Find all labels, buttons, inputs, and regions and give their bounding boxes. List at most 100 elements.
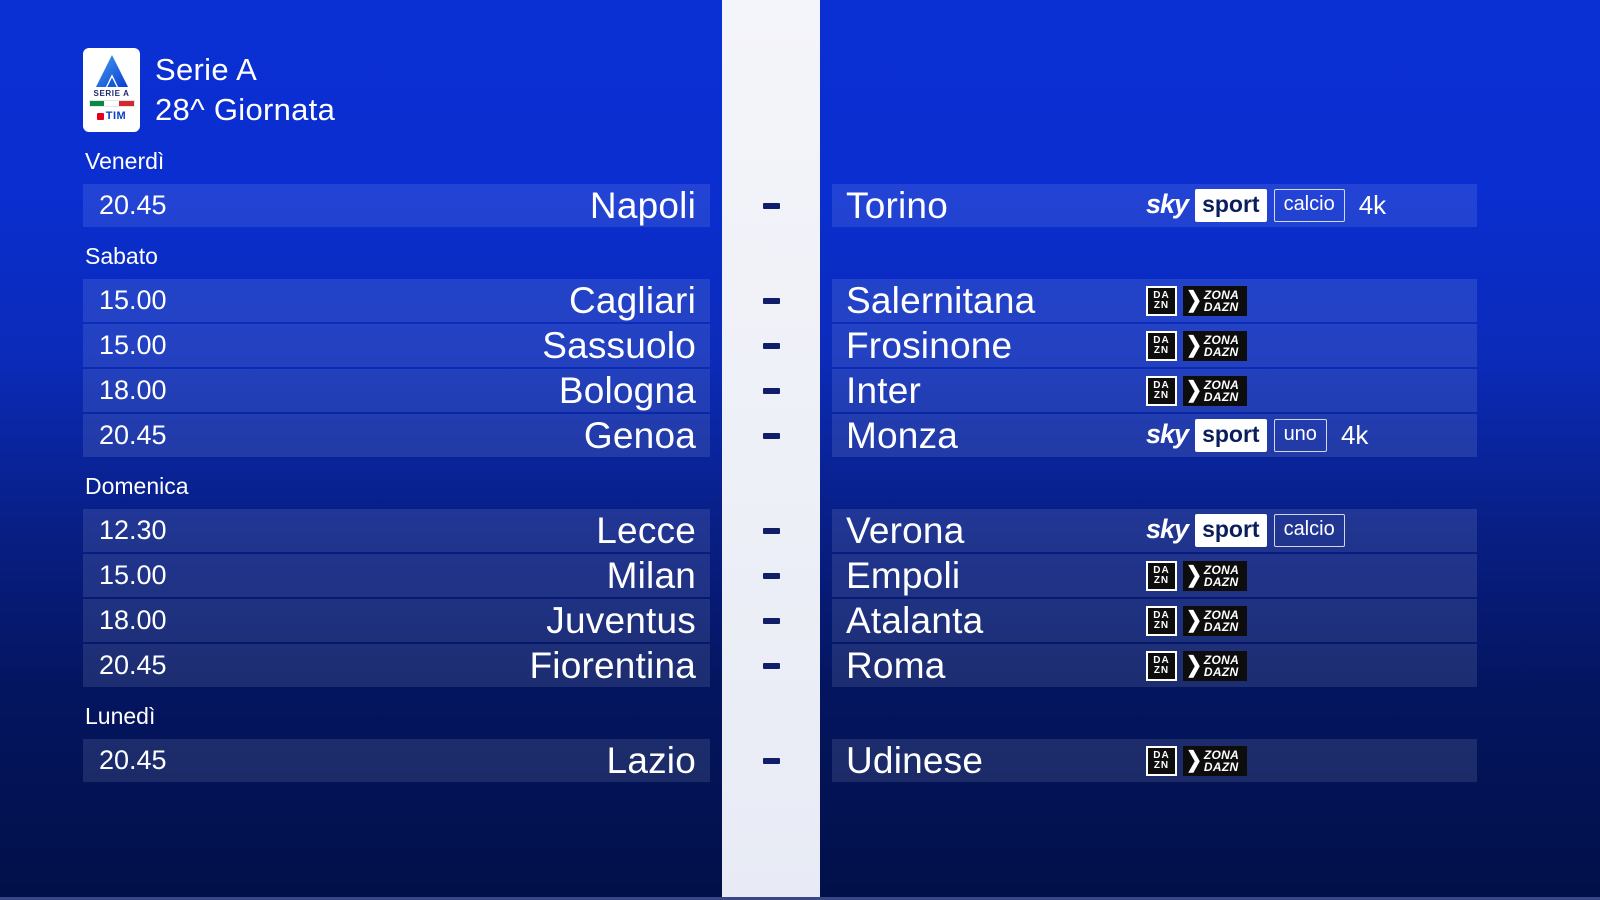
broadcaster-logo-slot: sky sport calcio 4k: [1146, 189, 1386, 223]
center-divider: [722, 0, 820, 900]
match-time: 20.45: [99, 420, 167, 450]
dazn-line: DAZN: [1203, 389, 1239, 404]
dazn-box-line-bottom: ZN: [1153, 299, 1170, 311]
separator-dash: -: [762, 432, 780, 439]
sky-channel-badge: calcio: [1273, 514, 1345, 547]
zona-dazn-text: ZONA DAZN: [1204, 564, 1239, 588]
zona-dazn-text: ZONA DAZN: [1204, 289, 1239, 313]
away-bar: Verona sky sport calcio: [832, 509, 1477, 552]
home-bar: 15.00 Milan: [83, 554, 710, 597]
sky-channel-badge: calcio: [1273, 189, 1345, 222]
home-bar: 20.45 Lazio: [83, 739, 710, 782]
dazn-zona-logo: DA ZN ❯ ZONA DAZN: [1146, 560, 1248, 591]
match-time: 12.30: [99, 515, 167, 545]
dazn-box-line-top: DA: [1153, 749, 1170, 761]
home-bar: 15.00 Sassuolo: [83, 324, 710, 367]
dazn-box-icon: DA ZN: [1146, 330, 1177, 361]
dazn-box-line-bottom: ZN: [1153, 664, 1170, 676]
divider-cell: -: [710, 414, 832, 457]
chevron-right-icon: ❯: [1186, 608, 1202, 633]
dazn-box-line-bottom: ZN: [1153, 619, 1170, 631]
header: SERIE A TIM Serie A 28^ Giornata: [83, 48, 1477, 132]
zona-dazn-badge: ❯ ZONA DAZN: [1183, 560, 1248, 591]
match-time: 20.45: [99, 190, 167, 220]
dazn-zona-logo: DA ZN ❯ ZONA DAZN: [1146, 375, 1248, 406]
serie-a-logo: SERIE A TIM: [83, 48, 140, 132]
home-team: Bologna: [558, 369, 696, 411]
dazn-line: DAZN: [1203, 344, 1239, 359]
separator-dash: -: [762, 617, 780, 624]
sky-wordmark: sky: [1146, 188, 1189, 219]
dazn-box-icon: DA ZN: [1146, 745, 1177, 776]
home-bar: 15.00 Cagliari: [83, 279, 710, 322]
dazn-box-line-bottom: ZN: [1153, 389, 1170, 401]
home-bar: 20.45 Genoa: [83, 414, 710, 457]
fixtures-schedule: Venerdì 20.45 Napoli - Torino skysportca…: [83, 146, 1477, 782]
divider-cell: -: [710, 644, 832, 687]
tim-dot-icon: [96, 112, 104, 120]
divider-cell: -: [710, 739, 832, 782]
match-time: 18.00: [99, 605, 167, 635]
dazn-box-line-bottom: ZN: [1153, 759, 1170, 771]
dazn-zona-logo: DA ZN ❯ ZONA DAZN: [1146, 330, 1248, 361]
zona-line: ZONA: [1203, 607, 1240, 622]
dazn-box-line-top: DA: [1153, 289, 1170, 301]
separator-dash: -: [762, 202, 780, 209]
divider-cell: -: [710, 369, 832, 412]
away-bar: Roma DA ZN ❯ ZONA DAZN: [832, 644, 1477, 687]
chevron-right-icon: ❯: [1186, 748, 1202, 773]
away-bar: Frosinone DA ZN ❯ ZONA DAZN: [832, 324, 1477, 367]
away-team: Udinese: [846, 739, 984, 781]
home-team: Genoa: [583, 414, 696, 456]
match-time: 20.45: [99, 745, 167, 775]
dazn-zona-logo: DA ZN ❯ ZONA DAZN: [1146, 605, 1248, 636]
dazn-box-line-bottom: ZN: [1153, 344, 1170, 356]
separator-dash: -: [762, 572, 780, 579]
broadcaster-logo-slot: DA ZN ❯ ZONA DAZN: [1146, 745, 1248, 776]
dazn-zona-logo: DA ZN ❯ ZONA DAZN: [1146, 745, 1248, 776]
divider-cell: -: [710, 324, 832, 367]
chevron-right-icon: ❯: [1186, 653, 1202, 678]
home-bar: 18.00 Juventus: [83, 599, 710, 642]
chevron-right-icon: ❯: [1186, 378, 1202, 403]
match-time: 18.00: [99, 375, 167, 405]
home-team: Lecce: [596, 509, 696, 551]
zona-dazn-badge: ❯ ZONA DAZN: [1183, 330, 1248, 361]
day-label: Sabato: [85, 243, 158, 269]
sky-sport-badge: sport: [1195, 189, 1267, 222]
divider-cell: -: [710, 509, 832, 552]
round-title: 28^ Giornata: [155, 92, 336, 127]
serie-a-monogram-icon: [95, 54, 128, 88]
dazn-zona-logo: DA ZN ❯ ZONA DAZN: [1146, 650, 1248, 681]
away-bar: Udinese DA ZN ❯ ZONA DAZN: [832, 739, 1477, 782]
home-team: Sassuolo: [542, 324, 696, 366]
away-team: Roma: [846, 644, 946, 686]
sky-sport-badge: sport: [1195, 419, 1267, 452]
zona-dazn-badge: ❯ ZONA DAZN: [1183, 745, 1248, 776]
uhd-4k-label: 4k: [1358, 190, 1387, 220]
dazn-box-icon: DA ZN: [1146, 650, 1177, 681]
serie-a-wordmark: SERIE A: [93, 89, 130, 98]
sky-wordmark: sky: [1146, 418, 1189, 449]
chevron-right-icon: ❯: [1186, 288, 1202, 313]
away-team: Atalanta: [846, 599, 984, 641]
home-bar: 20.45 Fiorentina: [83, 644, 710, 687]
zona-line: ZONA: [1203, 562, 1240, 577]
away-bar: Monza sky sport uno 4k: [832, 414, 1477, 457]
away-bar: Inter DA ZN ❯ ZONA DAZN: [832, 369, 1477, 412]
divider-cell: -: [710, 279, 832, 322]
tim-logo: TIM: [96, 110, 126, 122]
home-bar: 18.00 Bologna: [83, 369, 710, 412]
dazn-line: DAZN: [1203, 664, 1239, 679]
broadcaster-logo-slot: DA ZN ❯ ZONA DAZN: [1146, 285, 1248, 316]
dazn-line: DAZN: [1203, 759, 1239, 774]
zona-dazn-text: ZONA DAZN: [1204, 654, 1239, 678]
day-label: Venerdì: [85, 148, 165, 174]
sky-sport-badge: sport: [1195, 514, 1267, 547]
